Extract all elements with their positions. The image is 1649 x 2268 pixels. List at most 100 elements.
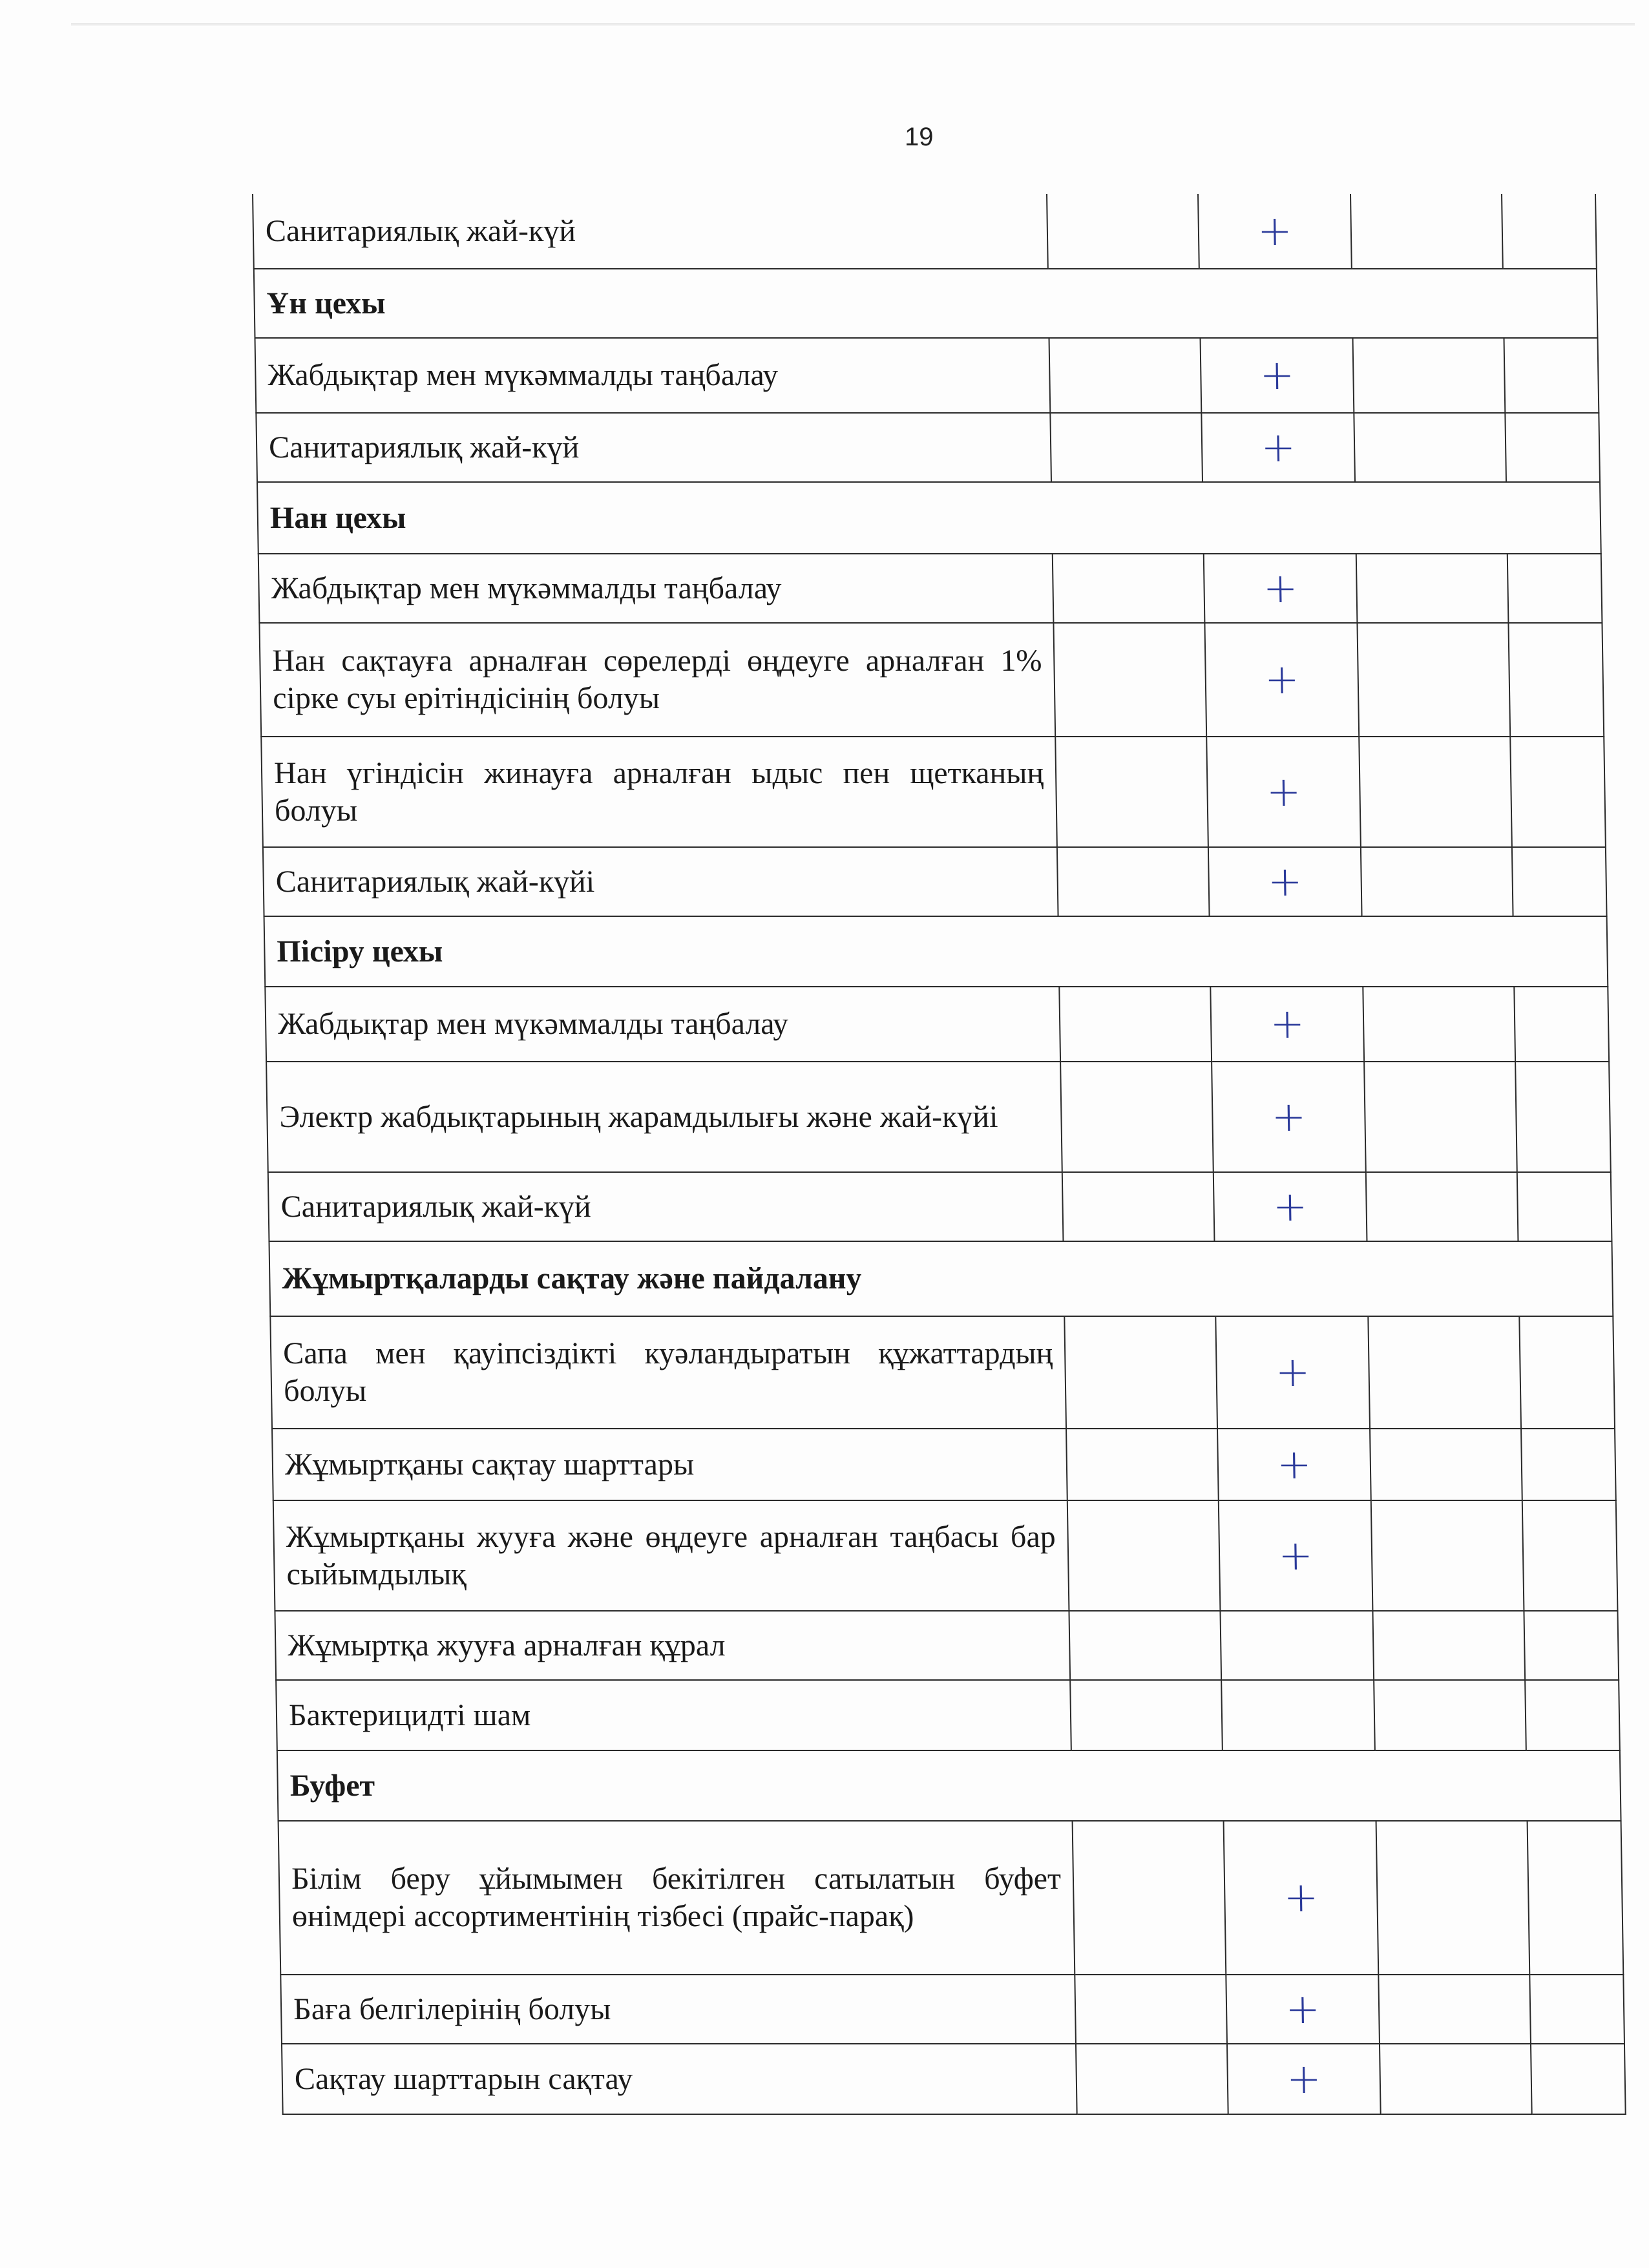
empty-cell bbox=[1514, 987, 1610, 1062]
empty-cell bbox=[1070, 1680, 1223, 1750]
empty-cell bbox=[1504, 338, 1599, 413]
empty-cell bbox=[1368, 1316, 1522, 1429]
section-row: Жұмыртқаларды сақтау және пайдалану bbox=[269, 1241, 1613, 1316]
table-row: Білім беру ұйымымен бекітілген сатылатын… bbox=[278, 1821, 1624, 1975]
empty-cell bbox=[1529, 1975, 1624, 2044]
item-text: Жұмыртқа жууға арналған құрал bbox=[275, 1611, 1071, 1680]
handwritten-plus-mark: + bbox=[1201, 413, 1356, 482]
empty-cell bbox=[1530, 2044, 1626, 2114]
empty-cell bbox=[1376, 1821, 1530, 1975]
empty-cell bbox=[1502, 194, 1597, 269]
table-row: Санитариялық жай-күй + bbox=[256, 413, 1601, 482]
empty-cell bbox=[1062, 1172, 1215, 1241]
item-text: Санитариялық жай-күй bbox=[256, 413, 1052, 482]
item-text: Білім беру ұйымымен бекітілген сатылатын… bbox=[278, 1821, 1075, 1975]
table-row: Бактерицидті шам bbox=[276, 1680, 1620, 1750]
section-row: Буфет bbox=[277, 1750, 1621, 1821]
empty-cell bbox=[1505, 413, 1601, 482]
item-text: Сапа мен қауіпсіздікті куәландыратын құж… bbox=[270, 1316, 1067, 1429]
table-row: Электр жабдықтарының жарамдылығы және жа… bbox=[266, 1062, 1611, 1172]
table-row: Санитариялық жай-күй + bbox=[268, 1172, 1612, 1241]
handwritten-plus-mark: + bbox=[1198, 194, 1352, 269]
empty-cell bbox=[1075, 2044, 1228, 2114]
empty-cell bbox=[1371, 1500, 1524, 1611]
section-heading: Буфет bbox=[277, 1750, 1621, 1821]
table-row: Санитариялық жай-күйі + bbox=[262, 847, 1607, 916]
empty-cell bbox=[1365, 1172, 1518, 1241]
item-text: Нан сақтауға арналған сөрелерді өңдеуге … bbox=[259, 623, 1056, 737]
empty-cell bbox=[1507, 554, 1602, 623]
empty-cell bbox=[1378, 1975, 1531, 2044]
scan-edge-shadow bbox=[71, 23, 1635, 26]
empty-cell bbox=[1370, 1429, 1522, 1500]
empty-cell bbox=[1527, 1821, 1624, 1975]
item-text: Жабдықтар мен мүкәммалды таңбалау bbox=[265, 987, 1061, 1062]
item-text: Жабдықтар мен мүкәммалды таңбалау bbox=[255, 338, 1051, 413]
item-text: Санитариялық жай-күй bbox=[268, 1172, 1064, 1241]
empty-cell bbox=[1515, 1062, 1611, 1172]
section-row: Пісіру цехы bbox=[264, 916, 1608, 987]
table-row: Санитариялық жай-күй + bbox=[253, 194, 1597, 269]
handwritten-plus-mark: + bbox=[1226, 2044, 1381, 2114]
table-row: Жабдықтар мен мүкәммалды таңбалау + bbox=[255, 338, 1599, 413]
empty-cell bbox=[1508, 623, 1604, 737]
handwritten-plus-mark: + bbox=[1208, 847, 1362, 916]
section-row: Нан цехы bbox=[257, 482, 1601, 554]
item-text: Жұмыртқаны жууға және өңдеуге арналған т… bbox=[273, 1500, 1069, 1611]
empty-cell bbox=[1066, 1429, 1219, 1500]
table-row: Жұмыртқа жууға арналған құрал bbox=[275, 1611, 1619, 1680]
item-text: Нан үгіндісін жинауға арналған ыдыс пен … bbox=[261, 737, 1057, 847]
section-row: Ұн цехы bbox=[253, 269, 1598, 338]
handwritten-plus-mark: + bbox=[1203, 554, 1358, 623]
empty-cell bbox=[1059, 987, 1212, 1062]
empty-cell bbox=[1060, 1062, 1213, 1172]
empty-cell bbox=[1360, 847, 1513, 916]
empty-cell bbox=[1372, 1611, 1526, 1680]
empty-cell bbox=[1519, 1316, 1615, 1429]
empty-cell bbox=[1064, 1316, 1218, 1429]
handwritten-plus-mark: + bbox=[1223, 1821, 1379, 1975]
empty-cell bbox=[1511, 847, 1607, 916]
item-text: Баға белгілерінің болуы bbox=[280, 1975, 1076, 2044]
table-row: Нан үгіндісін жинауға арналған ыдыс пен … bbox=[261, 737, 1606, 847]
handwritten-plus-mark: + bbox=[1206, 737, 1361, 847]
empty-cell bbox=[1072, 1821, 1226, 1975]
section-heading: Ұн цехы bbox=[253, 269, 1598, 338]
empty-cell bbox=[1510, 737, 1606, 847]
handwritten-plus-mark: + bbox=[1210, 987, 1365, 1062]
empty-cell bbox=[1069, 1611, 1222, 1680]
table-row: Сақтау шарттарын сақтау + bbox=[281, 2044, 1626, 2114]
handwritten-plus-mark: + bbox=[1217, 1429, 1371, 1500]
empty-cell bbox=[1055, 737, 1208, 847]
empty-cell bbox=[1379, 2044, 1532, 2114]
table-row: Баға белгілерінің болуы + bbox=[280, 1975, 1624, 2044]
table-row: Жабдықтар мен мүкәммалды таңбалау + bbox=[258, 554, 1602, 623]
empty-cell bbox=[1364, 1062, 1517, 1172]
table-row: Жұмыртқаны жууға және өңдеуге арналған т… bbox=[273, 1500, 1618, 1611]
item-text: Сақтау шарттарын сақтау bbox=[281, 2044, 1077, 2114]
empty-cell bbox=[1374, 1680, 1526, 1750]
empty-cell bbox=[1053, 623, 1207, 737]
item-text: Жабдықтар мен мүкәммалды таңбалау bbox=[258, 554, 1054, 623]
item-text: Электр жабдықтарының жарамдылығы және жа… bbox=[266, 1062, 1062, 1172]
empty-cell bbox=[1052, 554, 1205, 623]
empty-cell bbox=[1524, 1611, 1619, 1680]
empty-cell bbox=[1220, 1611, 1374, 1680]
empty-cell bbox=[1521, 1429, 1616, 1500]
page-number: 19 bbox=[905, 123, 934, 151]
empty-cell bbox=[1354, 413, 1507, 482]
item-text: Санитариялық жай-күйі bbox=[262, 847, 1058, 916]
empty-cell bbox=[1056, 847, 1210, 916]
handwritten-plus-mark: + bbox=[1218, 1500, 1373, 1611]
empty-cell bbox=[1517, 1172, 1612, 1241]
empty-cell bbox=[1047, 194, 1199, 269]
checklist-table: Санитариялық жай-күй + Ұн цехы Жабдықтар ме… bbox=[252, 194, 1626, 2115]
item-text: Жұмыртқаны сақтау шарттары bbox=[272, 1429, 1067, 1500]
table-row: Сапа мен қауіпсіздікті куәландыратын құж… bbox=[270, 1316, 1615, 1429]
table-row: Нан сақтауға арналған сөрелерді өңдеуге … bbox=[259, 623, 1604, 737]
empty-cell bbox=[1350, 194, 1503, 269]
section-heading: Жұмыртқаларды сақтау және пайдалану bbox=[269, 1241, 1613, 1316]
empty-cell bbox=[1049, 338, 1202, 413]
empty-cell bbox=[1067, 1500, 1221, 1611]
table-row: Жабдықтар мен мүкәммалды таңбалау + bbox=[265, 987, 1610, 1062]
